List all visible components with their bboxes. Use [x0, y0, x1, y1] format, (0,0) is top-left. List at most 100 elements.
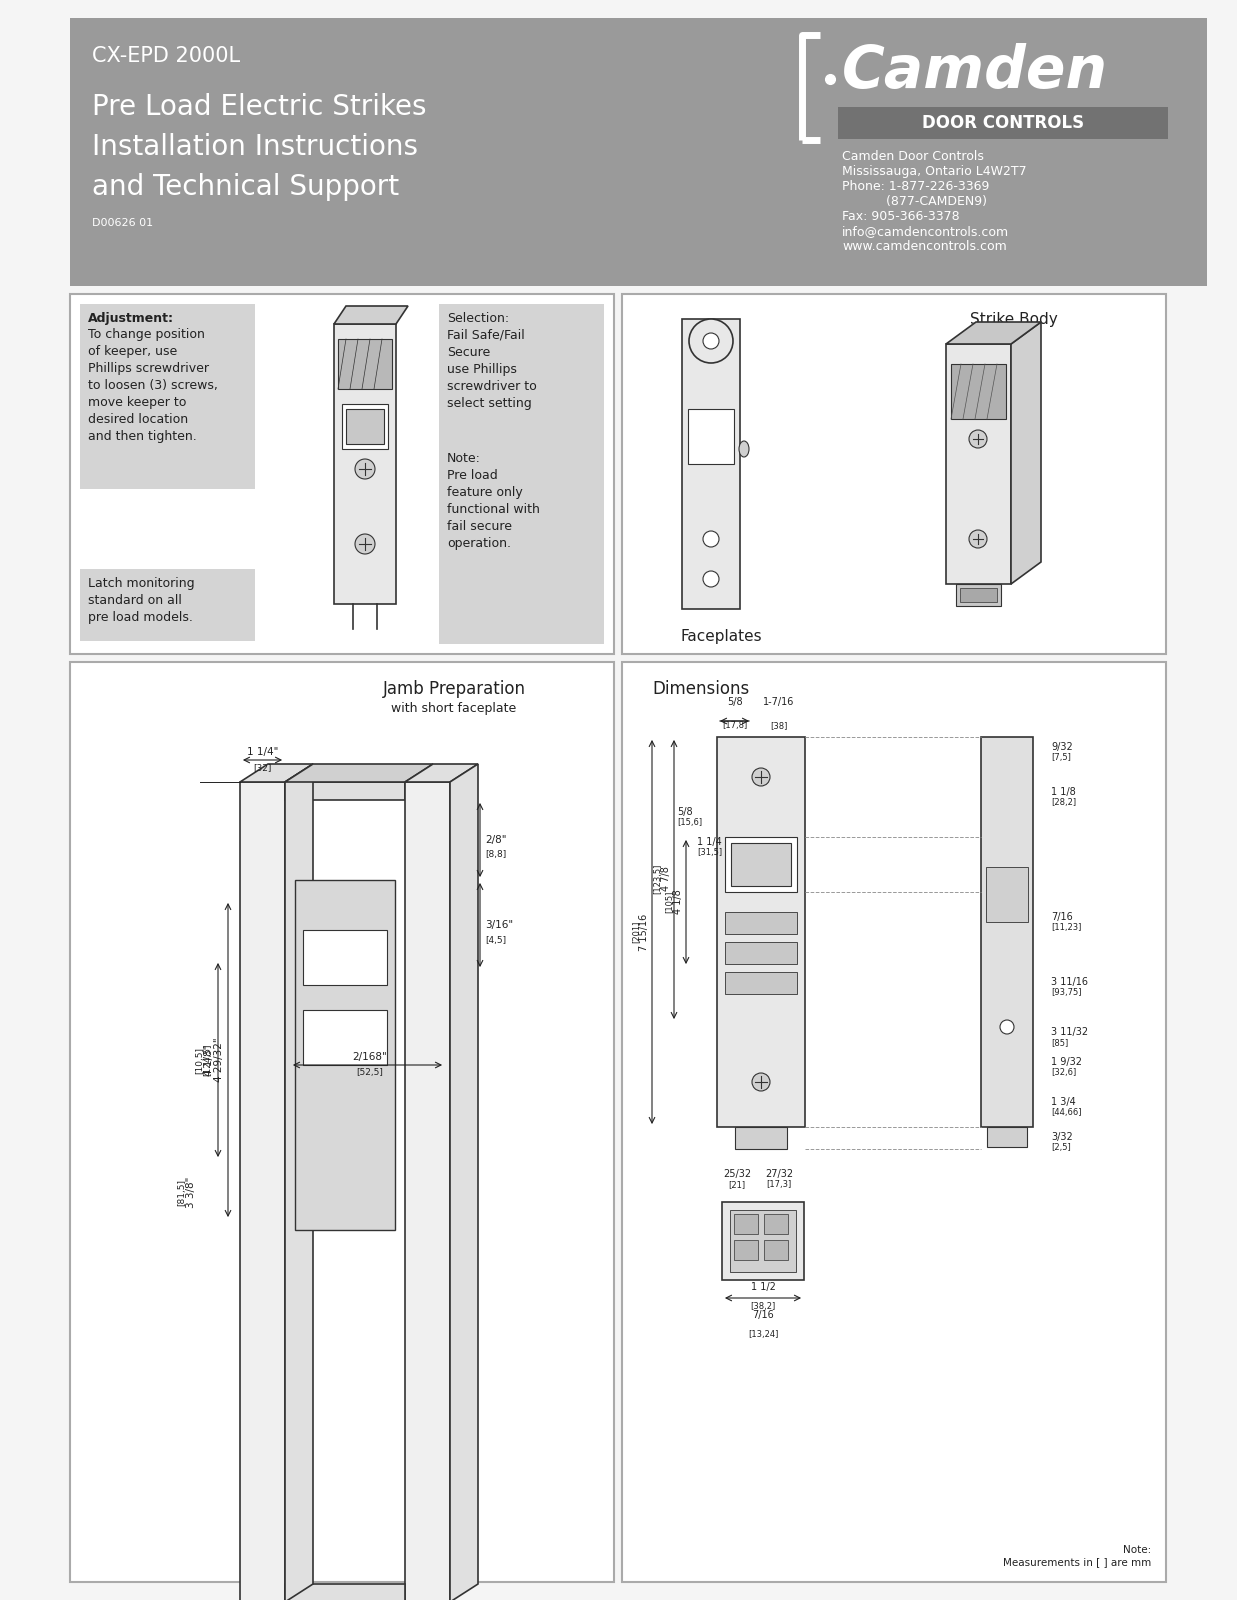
Text: [10,5]: [10,5] [195, 1046, 204, 1074]
Bar [722, 1202, 804, 1280]
Bar [334, 323, 396, 603]
Text: CX-EPD 2000L: CX-EPD 2000L [92, 46, 240, 66]
Text: and Technical Support: and Technical Support [92, 173, 400, 202]
Text: Note:
Measurements in [ ] are mm: Note: Measurements in [ ] are mm [1003, 1546, 1150, 1566]
Circle shape [355, 534, 375, 554]
Text: Dimensions: Dimensions [652, 680, 750, 698]
Text: [17,3]: [17,3] [767, 1181, 792, 1189]
Text: 1 1/4: 1 1/4 [696, 837, 721, 846]
Text: 4 1/8": 4 1/8" [204, 1045, 214, 1075]
Text: 3 11/16: 3 11/16 [1051, 978, 1089, 987]
Text: Camden: Camden [842, 43, 1108, 99]
Bar [71, 18, 1207, 286]
Bar [764, 1214, 788, 1234]
Bar [981, 738, 1033, 1126]
Text: 7/16: 7/16 [752, 1310, 774, 1320]
Text: D00626 01: D00626 01 [92, 218, 153, 227]
Text: [8,8]: [8,8] [485, 851, 506, 859]
Bar [682, 318, 740, 610]
Bar [960, 587, 997, 602]
Text: Adjustment:: Adjustment: [88, 312, 174, 325]
Circle shape [703, 531, 719, 547]
Circle shape [355, 459, 375, 478]
Bar [80, 304, 255, 490]
Text: 3/32: 3/32 [1051, 1133, 1072, 1142]
Text: [11,23]: [11,23] [1051, 923, 1081, 931]
Polygon shape [285, 782, 404, 800]
Bar [725, 837, 797, 893]
Text: Camden Door Controls: Camden Door Controls [842, 150, 983, 163]
Circle shape [999, 1021, 1014, 1034]
Bar [734, 1240, 758, 1261]
Text: 3 3/8": 3 3/8" [186, 1176, 195, 1208]
Text: 27/32: 27/32 [764, 1170, 793, 1179]
Circle shape [752, 1074, 769, 1091]
Text: Faceplates: Faceplates [680, 629, 762, 643]
Bar [622, 294, 1166, 654]
Text: [38]: [38] [771, 722, 788, 730]
Text: 4 1/8: 4 1/8 [673, 890, 683, 914]
Polygon shape [946, 322, 1042, 344]
Bar [951, 365, 1006, 419]
Bar [730, 1210, 795, 1272]
Text: 7/16: 7/16 [1051, 912, 1072, 922]
Polygon shape [334, 306, 408, 323]
Text: [13,24]: [13,24] [748, 1330, 778, 1339]
Text: [28,2]: [28,2] [1051, 798, 1076, 806]
Text: [201]: [201] [631, 922, 640, 942]
Circle shape [703, 571, 719, 587]
Text: To change position
of keeper, use
Phillips screwdriver
to loosen (3) screws,
mov: To change position of keeper, use Philli… [88, 328, 218, 443]
Text: [17,8]: [17,8] [722, 722, 747, 730]
Circle shape [969, 430, 987, 448]
Text: 4 7/8: 4 7/8 [661, 867, 670, 891]
Text: 5/8: 5/8 [727, 698, 742, 707]
Text: 25/32: 25/32 [722, 1170, 751, 1179]
Text: [124,5]: [124,5] [203, 1043, 212, 1077]
Text: Strike Body: Strike Body [970, 312, 1058, 326]
Text: [123,5]: [123,5] [653, 864, 662, 894]
Bar [986, 867, 1028, 922]
Bar [717, 738, 805, 1126]
Bar [303, 1010, 387, 1066]
Text: with short faceplate: with short faceplate [391, 702, 517, 715]
Bar [956, 584, 1001, 606]
Text: 2/168": 2/168" [353, 1053, 387, 1062]
Ellipse shape [738, 442, 748, 458]
Circle shape [703, 333, 719, 349]
Text: [7,5]: [7,5] [1051, 754, 1071, 762]
Text: 3/16": 3/16" [485, 920, 513, 930]
Bar [688, 410, 734, 464]
Text: [38,2]: [38,2] [751, 1302, 776, 1310]
Text: [52,5]: [52,5] [356, 1069, 383, 1077]
Text: [4,5]: [4,5] [485, 936, 506, 944]
Bar [946, 344, 1011, 584]
Bar [837, 107, 1168, 139]
Text: [85]: [85] [1051, 1038, 1069, 1046]
Polygon shape [285, 765, 313, 1600]
Text: 9/32: 9/32 [1051, 742, 1072, 752]
Bar [725, 971, 797, 994]
Text: [32]: [32] [254, 763, 272, 773]
Bar [71, 662, 614, 1582]
Text: (877-CAMDEN9): (877-CAMDEN9) [842, 195, 987, 208]
Bar [987, 1126, 1027, 1147]
Polygon shape [1011, 322, 1042, 584]
Text: Latch monitoring
standard on all
pre load models.: Latch monitoring standard on all pre loa… [88, 578, 194, 624]
Bar [80, 570, 255, 642]
Text: 7 15/16: 7 15/16 [640, 914, 649, 950]
Text: Phone: 1-877-226-3369: Phone: 1-877-226-3369 [842, 179, 990, 194]
Text: 1 1/2: 1 1/2 [751, 1282, 776, 1293]
Text: info@camdencontrols.com: info@camdencontrols.com [842, 226, 1009, 238]
Text: 1 9/32: 1 9/32 [1051, 1058, 1082, 1067]
Text: 1 1/4": 1 1/4" [247, 747, 278, 757]
Bar [346, 410, 383, 443]
Bar [622, 662, 1166, 1582]
Text: 1 1/8: 1 1/8 [1051, 787, 1076, 797]
Bar [735, 1126, 787, 1149]
Bar [71, 294, 614, 654]
Polygon shape [450, 765, 477, 1600]
Circle shape [969, 530, 987, 547]
Text: www.camdencontrols.com: www.camdencontrols.com [842, 240, 1007, 253]
Text: [81,5]: [81,5] [177, 1179, 186, 1205]
Polygon shape [404, 782, 450, 1600]
